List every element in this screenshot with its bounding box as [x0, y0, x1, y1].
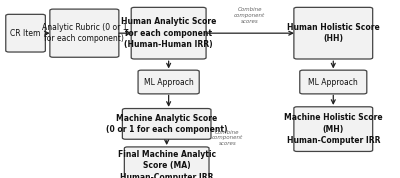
Text: ML Approach: ML Approach — [308, 78, 358, 87]
Text: CR Item: CR Item — [10, 29, 41, 38]
FancyBboxPatch shape — [6, 14, 45, 52]
Text: Combine
component
scores: Combine component scores — [212, 130, 243, 146]
FancyBboxPatch shape — [124, 147, 209, 178]
Text: Human Holistic Score
(HH): Human Holistic Score (HH) — [287, 23, 380, 43]
FancyBboxPatch shape — [138, 70, 199, 94]
FancyBboxPatch shape — [300, 70, 367, 94]
Text: Combine
component
scores: Combine component scores — [234, 7, 265, 24]
Text: ML Approach: ML Approach — [144, 78, 194, 87]
FancyBboxPatch shape — [122, 109, 211, 139]
Text: Analytic Rubric (0 or 1
for each component): Analytic Rubric (0 or 1 for each compone… — [42, 23, 127, 43]
Text: Machine Analytic Score
(0 or 1 for each component): Machine Analytic Score (0 or 1 for each … — [106, 114, 228, 134]
FancyBboxPatch shape — [131, 7, 206, 59]
Text: Human Analytic Score
for each component
(Human-Human IRR): Human Analytic Score for each component … — [121, 17, 216, 49]
Text: Final Machine Analytic
Score (MA)
Human-Computer IRR: Final Machine Analytic Score (MA) Human-… — [118, 150, 216, 178]
FancyBboxPatch shape — [294, 107, 373, 151]
Text: Machine Holistic Score
(MH)
Human-Computer IRR: Machine Holistic Score (MH) Human-Comput… — [284, 113, 382, 145]
FancyBboxPatch shape — [50, 9, 119, 57]
FancyBboxPatch shape — [294, 7, 373, 59]
